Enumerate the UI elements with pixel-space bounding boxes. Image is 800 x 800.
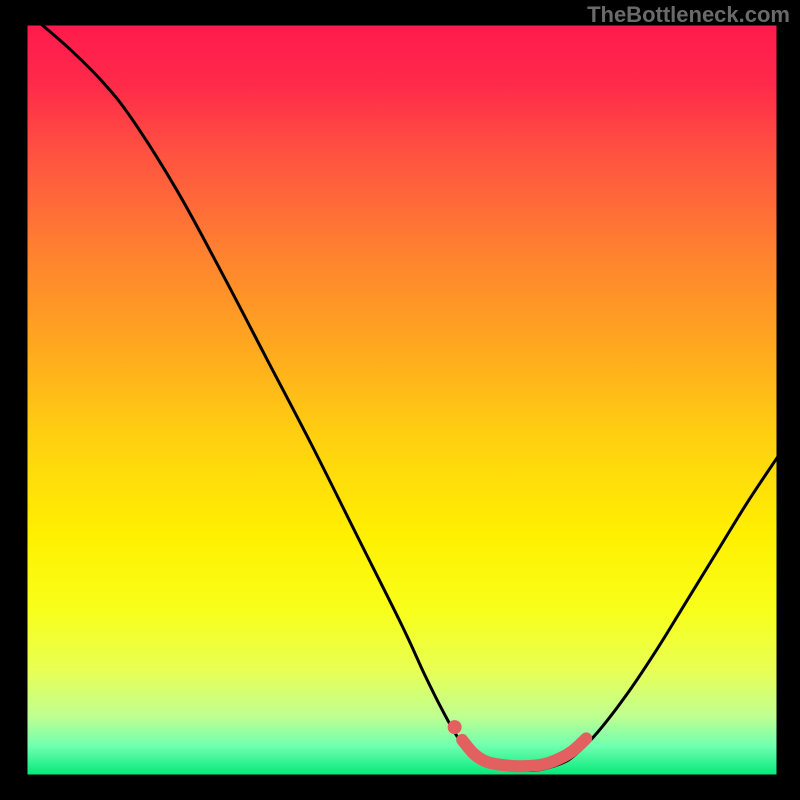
highlight-dot <box>448 720 462 734</box>
watermark: TheBottleneck.com <box>587 2 790 28</box>
bottleneck-chart <box>0 0 800 800</box>
chart-container: TheBottleneck.com <box>0 0 800 800</box>
